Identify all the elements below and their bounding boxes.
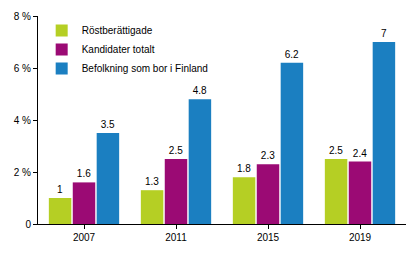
svg-text:Befolkning som bor i Finland: Befolkning som bor i Finland: [82, 63, 208, 74]
svg-text:Röstberättigade: Röstberättigade: [82, 25, 153, 36]
svg-text:4 %: 4 %: [14, 115, 31, 126]
svg-text:7: 7: [381, 28, 387, 39]
svg-text:2019: 2019: [349, 232, 372, 243]
svg-text:1.3: 1.3: [145, 176, 159, 187]
svg-text:0: 0: [25, 219, 31, 230]
svg-text:2.5: 2.5: [329, 145, 343, 156]
svg-text:6 %: 6 %: [14, 63, 31, 74]
svg-text:2011: 2011: [165, 232, 187, 243]
svg-text:2007: 2007: [73, 232, 96, 243]
svg-text:2.3: 2.3: [261, 150, 275, 161]
svg-text:2015: 2015: [257, 232, 280, 243]
svg-text:4.8: 4.8: [193, 85, 207, 96]
svg-text:1: 1: [57, 184, 63, 195]
svg-text:6.2: 6.2: [285, 49, 299, 60]
svg-text:2 %: 2 %: [14, 167, 31, 178]
svg-text:1.6: 1.6: [77, 168, 91, 179]
svg-text:Kandidater totalt: Kandidater totalt: [82, 44, 155, 55]
svg-text:8 %: 8 %: [14, 11, 31, 22]
svg-text:3.5: 3.5: [101, 119, 115, 130]
svg-text:2.4: 2.4: [353, 148, 367, 159]
svg-text:2.5: 2.5: [169, 145, 183, 156]
svg-text:1.8: 1.8: [237, 163, 251, 174]
